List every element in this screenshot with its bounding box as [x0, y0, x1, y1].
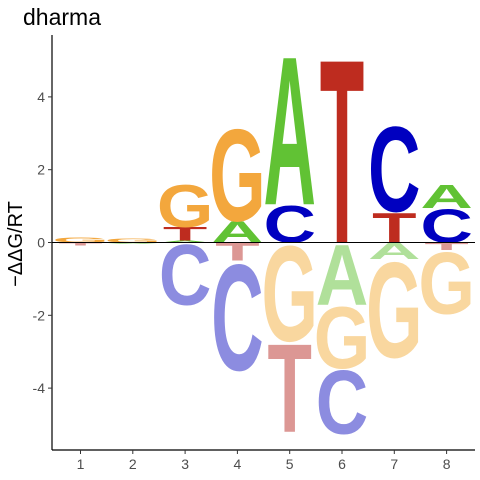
- y-axis-label: −ΔΔG/RT: [5, 201, 27, 287]
- x-tick-label: 6: [338, 456, 346, 472]
- y-tick-label: 0: [37, 235, 45, 251]
- logo-letter-pos8-A: A: [420, 178, 473, 215]
- logo-letter-pos6-T: T: [320, 4, 364, 298]
- x-tick-label: 7: [390, 456, 398, 472]
- logo-letter-neg3-C: C: [159, 227, 212, 323]
- logo-letter-pos4-A: A: [211, 215, 264, 249]
- logo-letter-neg8-G: G: [418, 235, 475, 333]
- x-tick-label: 5: [286, 456, 294, 472]
- logo-letter-pos2-G: G: [105, 238, 162, 244]
- axes: -4 -2 0 2 4 1 2 3 4 5 6 7 8: [33, 35, 475, 472]
- logo-letter-neg6-C: C: [316, 352, 369, 454]
- logo-letter-pos8-C: C: [420, 200, 473, 254]
- logo-letter-pos7-T: T: [372, 204, 416, 252]
- y-tick-label: 2: [37, 162, 45, 178]
- x-tick-label: 3: [181, 456, 189, 472]
- logo-letter-pos7-C: C: [368, 102, 421, 238]
- x-tick-label: 1: [77, 456, 85, 472]
- logo-letter-neg8-T: T: [424, 241, 469, 252]
- logo-letter-pos3-G: G: [157, 172, 214, 240]
- logo-letter-neg5-T: T: [267, 318, 311, 459]
- x-tick-label: 8: [443, 456, 451, 472]
- logo-letter-pos5-A: A: [263, 12, 316, 250]
- x-tick-label: 4: [234, 456, 242, 472]
- logo-letter-pos3-T: T: [163, 224, 207, 245]
- y-tick-label: 4: [37, 89, 45, 105]
- logo-letter-pos3-A: A: [159, 240, 212, 243]
- logo-letter-neg4-C: C: [211, 233, 264, 403]
- x-tick-label: 2: [129, 456, 137, 472]
- y-tick-label: -4: [33, 380, 46, 396]
- logo-letter-pos4-G: G: [209, 102, 266, 249]
- logo-letter-pos5-C: C: [263, 195, 316, 254]
- chart-title: dharma: [23, 4, 101, 30]
- logo-letter-neg7-G: G: [366, 235, 423, 387]
- logo-letter-pos1-G: G: [52, 236, 109, 245]
- logo-letter-neg5-G: G: [261, 218, 318, 370]
- logo-letter-neg2-A: A: [107, 242, 160, 244]
- logo-letter-neg1-T: T: [58, 242, 102, 247]
- y-tick-label: -2: [33, 307, 46, 323]
- logo-letter-neg6-G: G: [314, 289, 371, 387]
